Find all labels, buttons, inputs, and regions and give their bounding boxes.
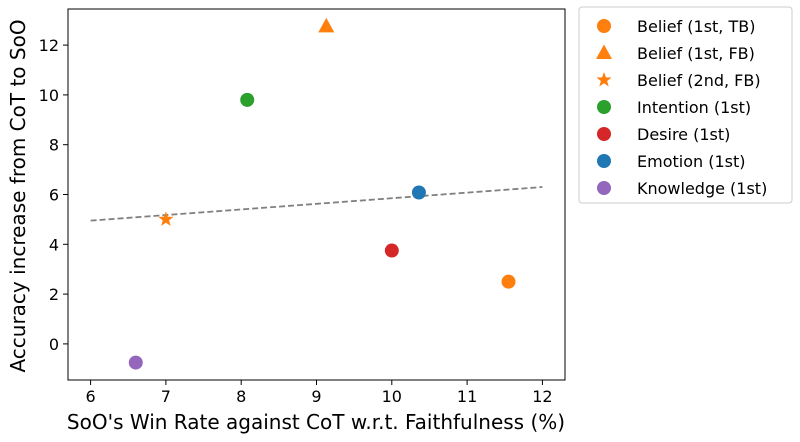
x-tick-label: 8 xyxy=(236,387,246,406)
legend-marker xyxy=(596,44,612,59)
data-points xyxy=(128,17,516,370)
legend-marker xyxy=(597,181,611,195)
y-tick-label: 4 xyxy=(49,235,59,254)
data-point xyxy=(318,17,335,33)
plot-area xyxy=(67,8,566,381)
legend-label: Belief (1st, FB) xyxy=(637,44,755,63)
x-tick-label: 6 xyxy=(85,387,95,406)
x-axis-ticks: 6 7 8 9 10 11 12 xyxy=(85,380,553,406)
x-tick-label: 12 xyxy=(532,387,552,406)
y-tick-label: 2 xyxy=(49,285,59,304)
legend-marker xyxy=(597,127,611,141)
x-tick-label: 10 xyxy=(382,387,402,406)
y-tick-label: 10 xyxy=(39,86,59,105)
y-tick-label: 6 xyxy=(49,186,59,205)
x-tick-label: 7 xyxy=(161,387,171,406)
legend-label: Knowledge (1st) xyxy=(637,179,767,198)
data-point xyxy=(384,243,399,258)
legend: Belief (1st, TB) Belief (1st, FB) Belief (… xyxy=(578,6,793,204)
x-tick-label: 9 xyxy=(311,387,321,406)
legend-label: Belief (2nd, FB) xyxy=(637,71,761,90)
legend-label: Intention (1st) xyxy=(637,98,751,117)
x-axis-label: SoO's Win Rate against CoT w.r.t. Faithf… xyxy=(67,410,565,434)
legend-items: Belief (1st, TB) Belief (1st, FB) Belief (… xyxy=(596,17,767,198)
x-tick-label: 11 xyxy=(457,387,477,406)
y-tick-label: 0 xyxy=(49,335,59,354)
legend-label: Desire (1st) xyxy=(637,125,730,144)
y-tick-label: 8 xyxy=(49,136,59,155)
y-axis-ticks: 0 2 4 6 8 10 12 xyxy=(39,36,68,354)
y-axis-label: Accuracy increase from CoT to SoO xyxy=(6,19,30,372)
data-point xyxy=(240,92,255,107)
legend-marker xyxy=(597,100,611,114)
legend-marker xyxy=(596,72,612,87)
data-point xyxy=(501,274,516,289)
legend-box xyxy=(578,6,793,204)
legend-marker xyxy=(597,154,611,168)
legend-label: Belief (1st, TB) xyxy=(637,17,755,36)
data-point xyxy=(158,211,174,226)
data-point xyxy=(128,355,143,370)
data-point xyxy=(411,185,426,200)
y-tick-label: 12 xyxy=(39,36,59,55)
legend-marker xyxy=(597,19,611,33)
legend-label: Emotion (1st) xyxy=(637,152,746,171)
